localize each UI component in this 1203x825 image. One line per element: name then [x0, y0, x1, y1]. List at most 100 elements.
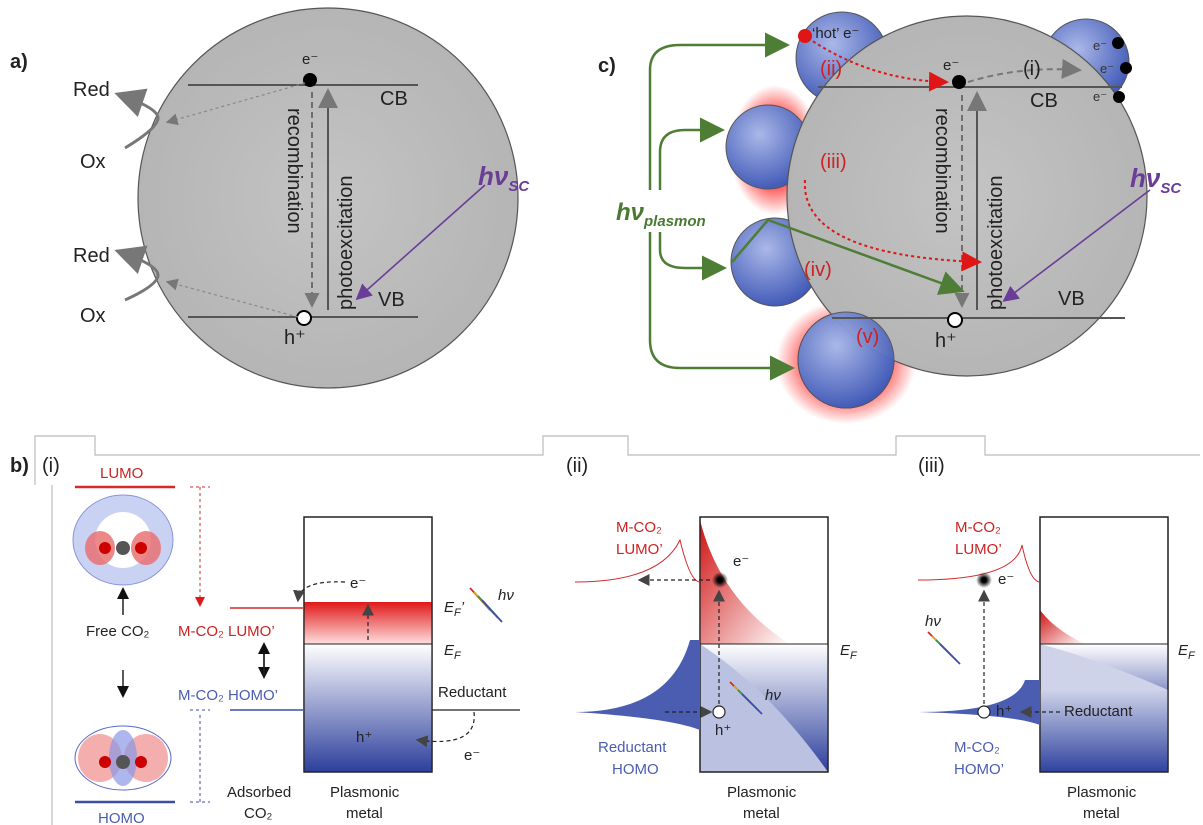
filled-states-ii	[700, 644, 828, 772]
photon-rays-iii	[927, 631, 961, 665]
hot-electron-label: ‘hot’ e⁻	[812, 25, 859, 42]
plasmon-excitation-left	[658, 117, 725, 190]
panel-b-label: b)	[10, 455, 29, 477]
tab-i-label: (i)	[42, 455, 60, 477]
mco2-label-iii: M-CO₂	[955, 519, 1001, 536]
redox-curve-top	[114, 88, 160, 150]
mco2-label-ii: M-CO₂	[616, 519, 662, 536]
plasmon-excitation-top	[648, 32, 790, 190]
electron-bottom-label-i: e⁻	[464, 747, 480, 764]
electron-label-c: e⁻	[943, 57, 959, 74]
photon-arrow	[355, 184, 486, 301]
adsorbed-label-2: CO₂	[244, 805, 273, 822]
semiconductor-particle-c	[786, 15, 1148, 377]
panel-c-label: c)	[598, 55, 616, 77]
recombination-text: recombination	[283, 108, 305, 234]
red-top-label: Red	[73, 79, 110, 101]
filled-states-iii-upper	[1040, 644, 1168, 772]
adsorbed-label-1: Adsorbed	[227, 784, 291, 801]
hole-ii	[712, 705, 726, 719]
recombination-text-c: recombination	[931, 108, 953, 234]
plasmon-excitation-middle	[658, 232, 727, 281]
homo-peak-iii	[918, 680, 1040, 725]
photon-arrow-c	[1002, 189, 1151, 302]
panel-a-label: a)	[10, 51, 28, 73]
process-i-label: (i)	[1023, 58, 1041, 80]
reductant-label-ii: Reductant	[598, 739, 667, 756]
electron-injection-arrow-i	[292, 581, 346, 603]
metal-label-ii-2: metal	[743, 805, 780, 822]
hot-electron-distribution-ii	[700, 520, 790, 644]
hole-circle	[296, 310, 312, 326]
hv-sc-label-c: hνSC	[1130, 163, 1182, 197]
metal-label-i-1: Plasmonic	[330, 784, 400, 801]
np-electron-label-2: e⁻	[1100, 61, 1114, 76]
ef-label-iii: EF	[1178, 642, 1196, 662]
lumo-curve-ii	[574, 538, 701, 583]
hv-sc-label: hνSC	[478, 161, 530, 195]
panel-b-tabs	[34, 435, 1200, 485]
reductant-label-i: Reductant	[438, 684, 507, 701]
electron-label-ii: e⁻	[733, 553, 749, 570]
panel-a: a) e⁻ CB VB h⁺ recombination photoexcita…	[10, 7, 530, 389]
hv-label-i: hν	[498, 587, 514, 604]
photoexcitation-text-c: photoexcitation	[985, 175, 1007, 310]
process-v-label: (v)	[856, 326, 879, 348]
ef-label-ii: EF	[840, 642, 858, 662]
hole-iii	[977, 705, 991, 719]
lumo-orbital-icon	[72, 494, 174, 586]
hot-electron-dot	[798, 29, 812, 43]
hole-circle-c	[947, 312, 963, 328]
electron-top-label-i: e⁻	[350, 575, 366, 592]
photoexcitation-text: photoexcitation	[335, 175, 357, 310]
hv-label-ii: hν	[765, 687, 781, 704]
metal-label-i-2: metal	[346, 805, 383, 822]
ox-bottom-label: Ox	[80, 305, 106, 327]
electron-label-iii: e⁻	[998, 571, 1014, 588]
np-electron-label-1: e⁻	[1093, 38, 1107, 53]
photon-rays-i	[469, 587, 503, 623]
np-electron-3	[1113, 91, 1125, 103]
electron-dot-c	[952, 75, 966, 89]
mco2-homo-label: M-CO₂ HOMO’	[178, 687, 278, 704]
reductant-homo-peak-ii	[575, 640, 700, 730]
tab-iii-label: (iii)	[918, 455, 945, 477]
hole-label: h⁺	[284, 327, 306, 349]
homo-label-ii: HOMO	[612, 761, 659, 778]
hole-label-iii: h⁺	[996, 703, 1012, 720]
hot-electron-injection-arrow	[807, 37, 949, 92]
filled-states-i	[304, 644, 432, 772]
plasmon-excitation-bottom	[648, 232, 795, 381]
np-electron-2	[1120, 62, 1132, 74]
np-electron-1	[1112, 37, 1124, 49]
redox-curve-bottom	[114, 245, 160, 302]
reductant-label-iii: Reductant	[1064, 703, 1133, 720]
ox-top-label: Ox	[80, 151, 106, 173]
vb-label: VB	[378, 289, 405, 311]
reductant-electron-arrow	[415, 711, 475, 748]
oxidation-transfer-arrow	[165, 278, 299, 318]
homo-label-iii: HOMO’	[954, 761, 1004, 778]
lumo-label-iii: LUMO’	[955, 541, 1002, 558]
hole-label-c: h⁺	[935, 330, 957, 352]
cb-label: CB	[380, 88, 408, 110]
electron-transfer-arrow	[967, 58, 1082, 83]
np-electron-label-3: e⁻	[1093, 89, 1107, 104]
process-ii-label: (ii)	[820, 58, 842, 80]
lumo-label: LUMO	[100, 465, 143, 482]
ef-prime-label-i: EF’	[444, 599, 465, 619]
red-bottom-label: Red	[73, 245, 110, 267]
free-co2-label: Free CO₂	[86, 623, 150, 640]
hole-region-iii	[1040, 644, 1168, 690]
process-iii-label: (iii)	[820, 151, 847, 173]
hot-electron-distribution-iii	[1040, 610, 1085, 644]
panel-b: b) (i) (ii) (iii) LUMO Free CO₂	[10, 435, 1200, 825]
panel-c: c) e⁻ e⁻ e⁻ ‘hot’ e⁻ e⁻ CB VB h⁺ recombi…	[598, 11, 1182, 424]
electron-iii	[976, 572, 992, 588]
photon-rays-ii	[729, 681, 763, 715]
metal-np-bottom-front	[797, 311, 895, 409]
tab-ii-label: (ii)	[566, 455, 588, 477]
cb-label-c: CB	[1030, 90, 1058, 112]
homo-orbital-icon	[74, 725, 172, 791]
